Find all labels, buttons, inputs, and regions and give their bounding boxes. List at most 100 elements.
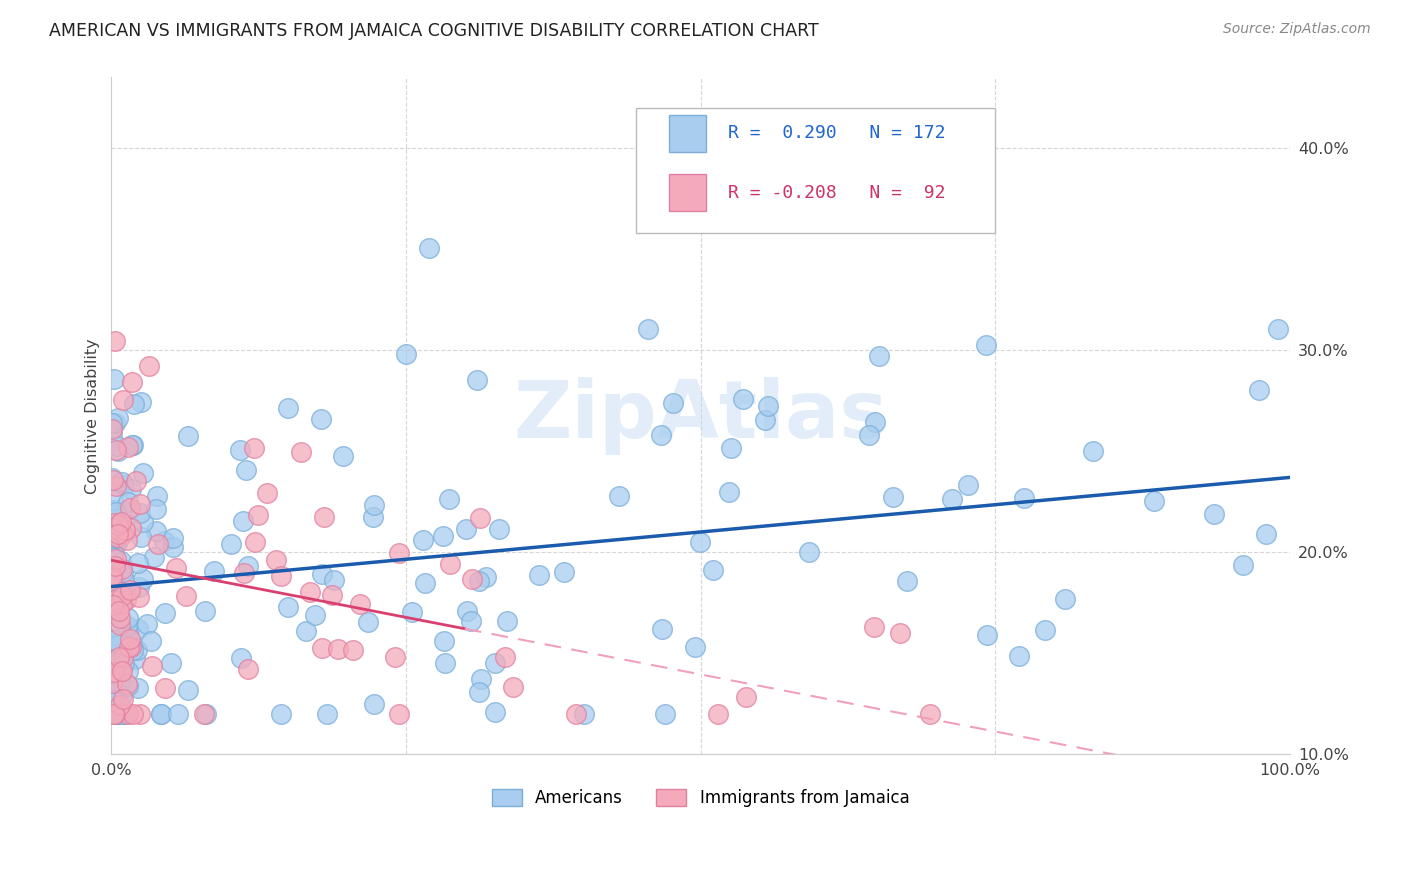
Point bbox=[565, 706, 588, 721]
Point bbox=[145, 501, 167, 516]
Point bbox=[461, 572, 484, 586]
Point bbox=[706, 706, 728, 721]
Point bbox=[105, 610, 128, 624]
Point bbox=[120, 583, 142, 598]
Point bbox=[115, 533, 138, 548]
Point bbox=[277, 401, 299, 415]
Point bbox=[111, 688, 134, 702]
Point bbox=[101, 693, 124, 707]
Point bbox=[101, 686, 124, 700]
Point bbox=[243, 534, 266, 549]
Point bbox=[121, 376, 143, 390]
Point bbox=[228, 443, 250, 458]
Point bbox=[401, 605, 423, 619]
Point bbox=[124, 651, 146, 665]
Point bbox=[104, 602, 127, 616]
Point bbox=[689, 535, 711, 549]
Point bbox=[104, 443, 127, 458]
Point bbox=[127, 622, 149, 636]
Point bbox=[104, 520, 127, 534]
Point bbox=[1008, 649, 1031, 664]
Point bbox=[153, 606, 176, 620]
Point bbox=[146, 489, 169, 503]
Point bbox=[100, 422, 122, 436]
Point bbox=[637, 322, 659, 336]
Point bbox=[484, 656, 506, 670]
Point bbox=[720, 441, 742, 455]
Point bbox=[107, 706, 129, 721]
Point bbox=[456, 522, 478, 536]
Point bbox=[118, 632, 141, 646]
Point bbox=[100, 427, 122, 442]
Point bbox=[111, 706, 134, 721]
Point bbox=[160, 656, 183, 670]
Point bbox=[918, 706, 941, 721]
Point bbox=[112, 656, 135, 670]
Point bbox=[309, 412, 332, 426]
Point bbox=[112, 651, 135, 665]
Point bbox=[101, 676, 124, 690]
Point bbox=[277, 600, 299, 615]
Point bbox=[363, 498, 385, 512]
Point bbox=[108, 604, 131, 618]
Point bbox=[219, 537, 242, 551]
Point bbox=[111, 590, 134, 604]
Point bbox=[388, 706, 411, 721]
Point bbox=[1267, 322, 1289, 336]
Point bbox=[574, 706, 596, 721]
Point bbox=[456, 604, 478, 618]
Point bbox=[394, 347, 416, 361]
Point bbox=[111, 475, 134, 489]
Point bbox=[202, 564, 225, 578]
Point bbox=[103, 632, 125, 647]
Point bbox=[103, 706, 125, 721]
Point bbox=[104, 502, 127, 516]
Point bbox=[470, 672, 492, 686]
Point bbox=[270, 568, 292, 582]
Point bbox=[105, 638, 128, 652]
Point bbox=[733, 392, 755, 407]
Point bbox=[177, 429, 200, 443]
Text: ZipAtlas: ZipAtlas bbox=[513, 376, 887, 455]
Point bbox=[142, 549, 165, 564]
Point bbox=[105, 552, 128, 566]
Point bbox=[149, 706, 172, 721]
Point bbox=[889, 625, 911, 640]
Point bbox=[104, 416, 127, 430]
Point bbox=[332, 449, 354, 463]
Point bbox=[129, 395, 152, 409]
Point bbox=[322, 573, 344, 587]
Point bbox=[342, 643, 364, 657]
Point bbox=[941, 491, 963, 506]
Point bbox=[110, 611, 132, 625]
Point bbox=[117, 611, 139, 625]
Point bbox=[104, 571, 127, 585]
Point bbox=[120, 640, 142, 655]
Point bbox=[101, 521, 124, 535]
Point bbox=[110, 515, 132, 529]
Point bbox=[111, 562, 134, 576]
Point bbox=[858, 427, 880, 442]
Point bbox=[433, 634, 456, 648]
Point bbox=[108, 649, 131, 664]
Point bbox=[439, 557, 461, 571]
Point bbox=[103, 372, 125, 386]
Point bbox=[103, 574, 125, 588]
Point bbox=[128, 580, 150, 594]
Point bbox=[357, 615, 380, 630]
Point bbox=[114, 593, 136, 607]
Point bbox=[194, 604, 217, 618]
Point bbox=[388, 545, 411, 559]
Point bbox=[132, 572, 155, 586]
Point bbox=[103, 551, 125, 566]
Point bbox=[484, 705, 506, 719]
Text: Source: ZipAtlas.com: Source: ZipAtlas.com bbox=[1223, 22, 1371, 37]
Point bbox=[1054, 592, 1077, 607]
Point bbox=[437, 492, 460, 507]
Point bbox=[108, 706, 131, 721]
Point bbox=[114, 706, 136, 721]
Point bbox=[117, 618, 139, 632]
Point bbox=[112, 478, 135, 492]
Point bbox=[101, 595, 124, 609]
Point bbox=[553, 565, 575, 579]
